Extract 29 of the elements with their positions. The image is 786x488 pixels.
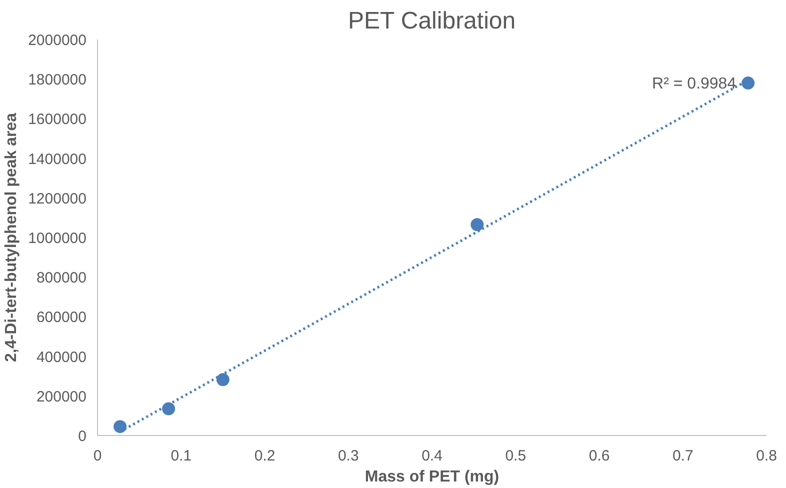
x-axis-title: Mass of PET (mg) — [364, 468, 500, 486]
x-tick-label: 0.7 — [672, 448, 694, 464]
y-tick-label: 1800000 — [28, 72, 87, 89]
point — [216, 373, 230, 386]
y-axis-title: 2,4-Di-tert-butylphenol peak area — [3, 112, 20, 362]
point — [742, 76, 755, 90]
y-tick-label: 1200000 — [28, 190, 87, 208]
y-tick-label: 0 — [78, 428, 86, 445]
y-tick-label: 800000 — [36, 270, 87, 287]
y-tick-label: 1600000 — [28, 111, 87, 128]
x-tick-label: 0.4 — [422, 448, 442, 464]
point — [114, 420, 127, 434]
x-tick-label: 0.5 — [505, 448, 526, 464]
point — [470, 218, 484, 232]
y-tick-label: 400000 — [36, 348, 87, 366]
y-tick-label: 600000 — [36, 309, 87, 326]
x-tick-label: 0.3 — [338, 448, 359, 464]
y-tick-label: 200000 — [36, 388, 87, 406]
x-tick-label: 0.6 — [588, 448, 610, 464]
y-tick-label: 1000000 — [28, 230, 87, 247]
point — [162, 402, 176, 416]
x-tick-label: 0.2 — [254, 448, 276, 464]
x-tick-label: 0 — [93, 448, 102, 464]
y-tick-label: 2000000 — [28, 32, 87, 49]
x-tick-label: 0.8 — [756, 448, 777, 464]
chart-title: PET Calibration — [348, 8, 516, 34]
y-tick-label: 1400000 — [28, 150, 87, 168]
x-tick-label: 0.1 — [170, 448, 192, 464]
annotation: R² = 0.9984 — [652, 76, 736, 93]
